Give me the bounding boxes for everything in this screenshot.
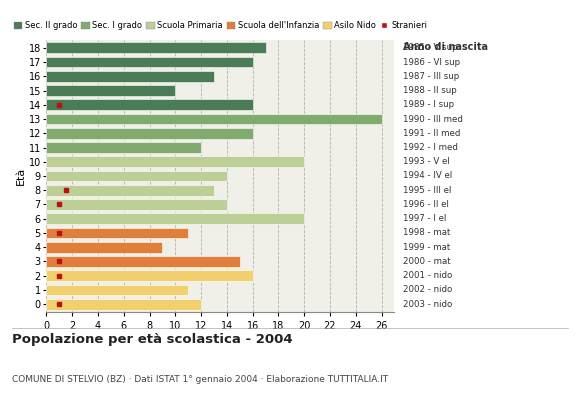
- Bar: [46, 100, 253, 110]
- Y-axis label: Età: Età: [16, 167, 26, 185]
- Text: 2001 - nido: 2001 - nido: [403, 271, 452, 280]
- Legend: Sec. II grado, Sec. I grado, Scuola Primaria, Scuola dell'Infanzia, Asilo Nido, : Sec. II grado, Sec. I grado, Scuola Prim…: [14, 21, 427, 30]
- Bar: [46, 242, 162, 252]
- Bar: [46, 71, 214, 82]
- Bar: [46, 171, 227, 181]
- Text: 1997 - I el: 1997 - I el: [403, 214, 447, 223]
- Bar: [46, 228, 188, 238]
- Text: 1987 - III sup: 1987 - III sup: [403, 72, 459, 81]
- Bar: [46, 85, 175, 96]
- Text: 1994 - IV el: 1994 - IV el: [403, 172, 452, 180]
- Bar: [46, 42, 266, 53]
- Bar: [46, 156, 304, 167]
- Bar: [46, 199, 227, 210]
- Text: 1999 - mat: 1999 - mat: [403, 243, 450, 252]
- Text: 1990 - III med: 1990 - III med: [403, 114, 463, 124]
- Text: 1988 - II sup: 1988 - II sup: [403, 86, 457, 95]
- Text: 2003 - nido: 2003 - nido: [403, 300, 452, 309]
- Text: 1996 - II el: 1996 - II el: [403, 200, 449, 209]
- Bar: [46, 299, 201, 310]
- Text: 1992 - I med: 1992 - I med: [403, 143, 458, 152]
- Bar: [46, 213, 304, 224]
- Text: 1991 - II med: 1991 - II med: [403, 129, 461, 138]
- Bar: [46, 114, 382, 124]
- Text: 2000 - mat: 2000 - mat: [403, 257, 451, 266]
- Text: 1986 - VI sup: 1986 - VI sup: [403, 58, 460, 66]
- Text: 1985 - V sup: 1985 - V sup: [403, 43, 458, 52]
- Bar: [46, 185, 214, 196]
- Text: 1995 - III el: 1995 - III el: [403, 186, 451, 195]
- Text: 2002 - nido: 2002 - nido: [403, 286, 452, 294]
- Text: Popolazione per età scolastica - 2004: Popolazione per età scolastica - 2004: [12, 333, 292, 346]
- Text: Anno di nascita: Anno di nascita: [403, 42, 488, 52]
- Bar: [46, 284, 188, 295]
- Bar: [46, 270, 253, 281]
- Bar: [46, 142, 201, 153]
- Bar: [46, 57, 253, 68]
- Bar: [46, 128, 253, 139]
- Text: 1989 - I sup: 1989 - I sup: [403, 100, 454, 109]
- Text: COMUNE DI STELVIO (BZ) · Dati ISTAT 1° gennaio 2004 · Elaborazione TUTTITALIA.IT: COMUNE DI STELVIO (BZ) · Dati ISTAT 1° g…: [12, 375, 387, 384]
- Text: 1993 - V el: 1993 - V el: [403, 157, 450, 166]
- Bar: [46, 256, 240, 267]
- Text: 1998 - mat: 1998 - mat: [403, 228, 451, 238]
